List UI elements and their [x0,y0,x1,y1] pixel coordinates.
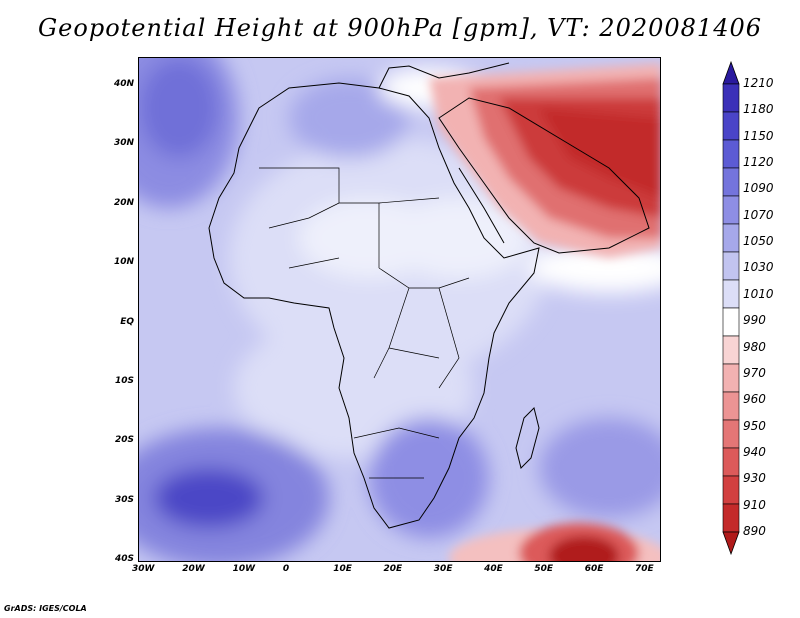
height-field [139,58,660,561]
lon-label: 20W [182,564,205,574]
colorbar-label: 1120 [743,155,774,170]
lat-label: 30N [113,138,134,149]
lon-label: 50E [534,564,554,574]
colorbar-label: 950 [743,418,766,433]
colorbar-segment [722,223,740,253]
colorbar [722,60,740,556]
lat-label: 20N [113,197,134,208]
colorbar-label: 940 [743,444,766,459]
lon-label: 30W [132,564,155,574]
lat-label: 40N [113,79,134,89]
lon-label: 40E [484,564,503,574]
lon-label: 10W [232,564,256,574]
colorbar-top-arrow [722,60,740,85]
colorbar-label: 1150 [743,128,774,143]
lat-label: 20S [114,435,134,446]
colorbar-label: 1050 [743,234,774,249]
colorbar-label: 890 [743,524,766,538]
lon-label: 30E [433,564,453,574]
colorbar-label: 930 [743,471,766,486]
lon-label: 70E [635,564,654,574]
lon-label: 20E [383,564,403,574]
colorbar-label: 990 [743,313,766,328]
lon-label: 10E [333,564,352,574]
colorbar-label: 1010 [743,286,774,301]
lat-label: 10S [114,375,134,386]
colorbar-segment [722,419,740,449]
colorbar-segment [722,83,740,113]
colorbar-label: 1030 [743,260,774,275]
lat-label: 10N [113,257,134,268]
colorbar-segment [722,391,740,421]
colorbar-segment [722,475,740,505]
colorbar-segment [722,335,740,365]
colorbar-bottom-arrow [722,531,740,556]
colorbar-segment [722,195,740,225]
grads-credit: GrADS: IGES/COLA [4,604,87,613]
colorbar-label: 980 [743,339,766,354]
map-title: Geopotential Height at 900hPa [gpm], VT:… [38,14,762,42]
colorbar-segment [722,251,740,281]
country-borders [259,167,470,479]
colorbar-segment [722,363,740,393]
colorbar-label: 960 [743,392,766,407]
low-field [429,63,660,561]
lat-label: 40S [114,554,134,564]
colorbar-segment [722,279,740,309]
lat-label: 30S [114,494,134,505]
colorbar-label: 910 [743,497,766,512]
map-frame [138,57,661,562]
red-sea [458,167,505,244]
map-plot [139,58,660,561]
arabia-coast [438,97,650,254]
colorbar-label: 970 [743,365,766,380]
lon-label: 0 [282,564,290,574]
mediterranean-coast [378,62,510,89]
lon-label: 60E [584,564,604,574]
colorbar-label: 1090 [743,181,774,196]
colorbar-segment [722,111,740,141]
colorbar-segment [722,447,740,477]
lat-label: EQ [120,316,134,327]
colorbar-segment [722,503,740,533]
colorbar-segment [722,167,740,197]
madagascar-coast [515,407,540,469]
colorbar-segment [722,307,740,337]
colorbar-segment [722,139,740,169]
coastlines [208,62,650,529]
africa-coast [208,82,540,529]
colorbar-label: 1070 [743,207,774,222]
colorbar-label: 1180 [743,102,774,117]
colorbar-label: 1210 [743,76,774,90]
